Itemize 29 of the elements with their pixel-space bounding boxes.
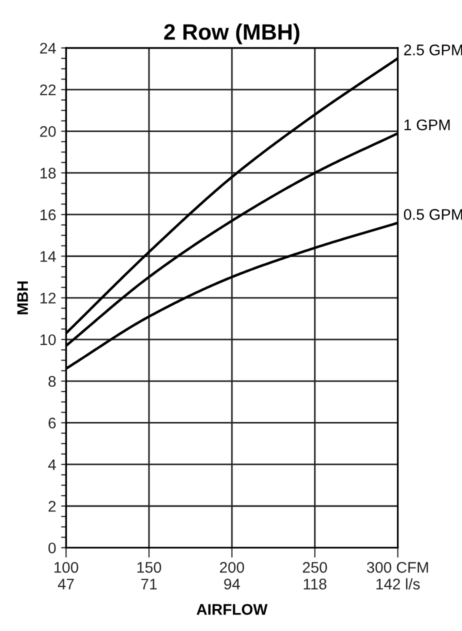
chart-title: 2 Row (MBH) — [164, 24, 300, 44]
x2-tick-label: 94 — [224, 578, 240, 590]
y-tick-label: 10 — [40, 334, 56, 346]
x2-tick-label: 142 l/s — [376, 578, 420, 590]
y-tick-label: 22 — [40, 84, 56, 96]
series-label: 1 GPM — [404, 119, 450, 130]
y-tick-label: 2 — [48, 500, 56, 512]
series-label: 0.5 GPM — [404, 209, 462, 220]
series-label: 2.5 GPM — [404, 44, 462, 56]
y-tick-label: 18 — [40, 168, 56, 179]
y-tick-label: 8 — [48, 376, 56, 387]
y-tick-label: 20 — [40, 126, 56, 137]
y-tick-label: 14 — [40, 251, 56, 262]
y-tick-label: 6 — [48, 418, 56, 428]
x2-tick-label: 118 — [304, 578, 326, 590]
x-axis-title: AIRFLOW — [196, 604, 268, 615]
x-tick-label: 300 CFM — [366, 562, 428, 573]
y-tick-label: 12 — [40, 292, 56, 304]
x2-tick-label: 47 — [58, 578, 74, 590]
y-tick-label: 24 — [40, 42, 56, 54]
x-tick-label: 250 — [302, 562, 327, 573]
y-tick-label: 4 — [48, 459, 56, 470]
x2-tick-label: 71 — [141, 578, 157, 590]
y-tick-label: 0 — [48, 542, 56, 554]
x-tick-label: 200 — [220, 562, 244, 573]
y-axis-title: MBH — [17, 281, 28, 314]
x-tick-label: 100 — [54, 562, 78, 573]
x-tick-label: 150 — [137, 562, 162, 573]
y-tick-label: 16 — [40, 209, 56, 220]
